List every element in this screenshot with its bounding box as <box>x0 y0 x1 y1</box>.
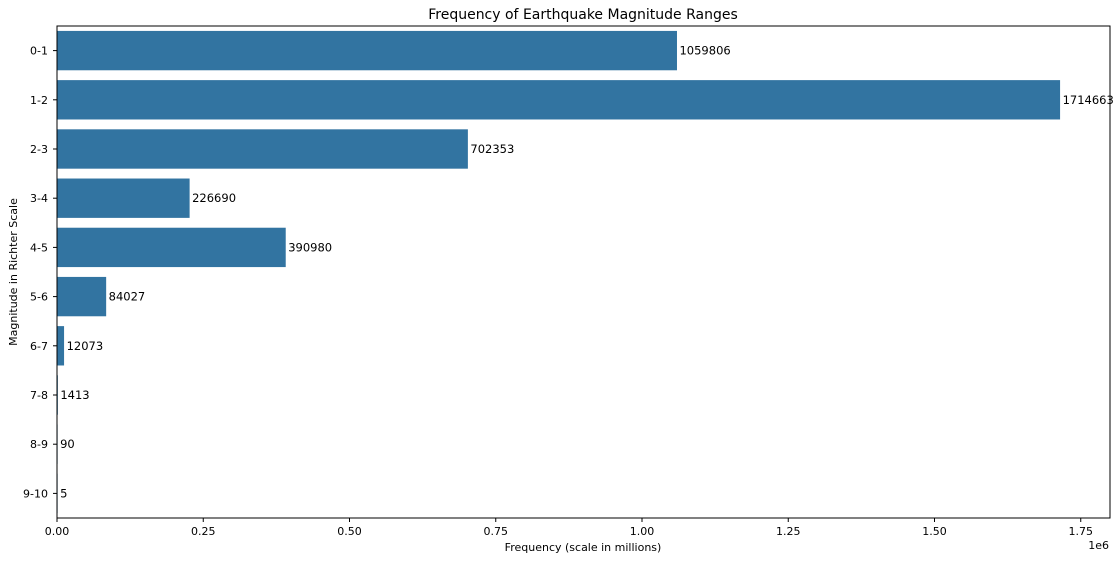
bar-value-label: 226690 <box>192 191 236 205</box>
bar <box>57 178 190 218</box>
bar <box>57 80 1061 120</box>
bar-value-label: 390980 <box>288 240 332 254</box>
y-tick-label: 5-6 <box>30 291 48 304</box>
bar-value-label: 5 <box>60 486 67 500</box>
y-tick-label: 2-3 <box>30 143 48 156</box>
x-axis-label: Frequency (scale in millions) <box>505 541 662 554</box>
x-tick-label: 1.00 <box>630 525 655 538</box>
x-tick-label: 0.25 <box>191 525 216 538</box>
y-tick-label: 4-5 <box>30 241 48 254</box>
bar <box>57 227 286 268</box>
y-tick-label: 3-4 <box>30 192 48 205</box>
chart-title: Frequency of Earthquake Magnitude Ranges <box>428 7 738 23</box>
y-tick-label: 7-8 <box>30 389 48 402</box>
bars-group <box>57 30 1061 514</box>
bar-value-label: 1714663 <box>1063 93 1114 107</box>
bar-value-label: 90 <box>60 437 75 451</box>
x-tick-label: 0.00 <box>45 525 70 538</box>
y-tick-label: 9-10 <box>23 487 48 500</box>
bar-labels-group: 1059806 1714663 702353 226690 390980 84027 120… <box>60 44 1114 501</box>
x-tick-label: 0.50 <box>337 525 362 538</box>
bar-value-label: 84027 <box>109 290 146 304</box>
x-tick-label: 1.25 <box>776 525 801 538</box>
bar <box>57 276 107 317</box>
y-tick-label: 1-2 <box>30 94 48 107</box>
bar-value-label: 1059806 <box>679 44 730 58</box>
bar <box>57 326 65 366</box>
x-axis-ticks: 0.00 0.25 0.50 0.75 1.00 1.25 1.50 1.75 <box>45 518 1093 538</box>
bar <box>57 30 677 71</box>
x-tick-label: 1.50 <box>922 525 947 538</box>
plot-frame <box>56 25 1111 519</box>
y-axis-label: Magnitude in Richter Scale <box>7 198 20 346</box>
bar-value-label: 702353 <box>470 142 514 156</box>
x-tick-label: 1.75 <box>1069 525 1094 538</box>
y-tick-label: 8-9 <box>30 438 48 451</box>
y-tick-label: 0-1 <box>30 45 48 58</box>
y-tick-label: 6-7 <box>30 340 48 353</box>
bar-value-label: 12073 <box>67 339 104 353</box>
x-axis-offset-label: 1e6 <box>1088 539 1109 552</box>
x-tick-label: 0.75 <box>484 525 509 538</box>
bar-value-label: 1413 <box>60 388 89 402</box>
y-axis-ticks: 0-1 1-2 2-3 3-4 4-5 5-6 6-7 7-8 8-9 9-10 <box>23 45 57 500</box>
bar <box>57 129 468 169</box>
